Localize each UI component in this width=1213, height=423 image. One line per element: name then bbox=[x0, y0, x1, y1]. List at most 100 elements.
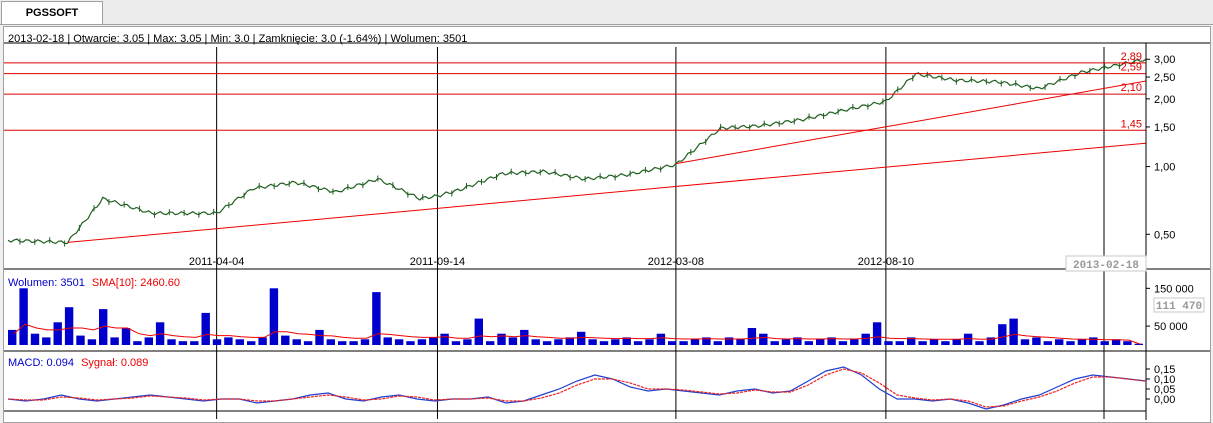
volume-bar bbox=[622, 337, 631, 345]
support-line-label: 2,59 bbox=[1121, 62, 1142, 74]
volume-bar bbox=[508, 337, 518, 345]
volume-bar bbox=[611, 339, 620, 345]
signal-line bbox=[7, 368, 1147, 408]
volume-bar bbox=[8, 329, 17, 345]
volume-bar bbox=[1111, 339, 1121, 345]
volume-bar bbox=[224, 337, 233, 345]
chart-area[interactable]: 2,89 2,59 2,10 1,45 0,50 1,00 1,50 2,00 2,50 3,0… bbox=[3, 26, 1211, 423]
volume-bar bbox=[861, 333, 870, 345]
price-y-tick-label: 2,00 bbox=[1154, 94, 1175, 106]
volume-bar bbox=[144, 337, 153, 345]
price-y-tick-label: 0,50 bbox=[1154, 229, 1175, 241]
volume-bar bbox=[30, 333, 40, 345]
price-y-tick-label: 2,50 bbox=[1154, 72, 1175, 84]
volume-bar bbox=[713, 341, 722, 345]
volume-bar bbox=[565, 337, 574, 345]
volume-bar bbox=[19, 288, 28, 345]
x-tick-label: 2012-08-10 bbox=[858, 256, 914, 268]
volume-bar bbox=[315, 329, 324, 345]
volume-bar bbox=[599, 341, 609, 345]
volume-bar bbox=[349, 341, 358, 345]
sma-line bbox=[13, 323, 1141, 345]
volume-bar bbox=[1055, 339, 1064, 345]
volume-bar bbox=[212, 339, 222, 345]
volume-bar bbox=[429, 337, 438, 345]
volume-bar bbox=[87, 339, 97, 345]
volume-bar bbox=[918, 341, 927, 345]
volume-bar bbox=[394, 339, 404, 345]
volume-bar bbox=[235, 339, 244, 345]
volume-bar bbox=[201, 312, 210, 345]
price-y-tick-label: 3,00 bbox=[1154, 54, 1175, 66]
volume-bar bbox=[770, 341, 779, 345]
volume-bar bbox=[793, 337, 802, 345]
macd-line bbox=[7, 366, 1147, 410]
info-volume: Wolumen: 3501 bbox=[390, 33, 467, 45]
volume-bar bbox=[64, 307, 74, 345]
x-tick-label: 2012-03-08 bbox=[648, 256, 704, 268]
volume-bar bbox=[1043, 341, 1052, 345]
volume-bar bbox=[1009, 318, 1018, 345]
volume-bar bbox=[702, 337, 711, 345]
volume-bar bbox=[326, 339, 335, 345]
volume-bar bbox=[929, 339, 939, 345]
volume-bar bbox=[554, 339, 563, 345]
volume-bar bbox=[360, 339, 370, 345]
info-min: Min: 3.0 bbox=[210, 33, 249, 45]
volume-bar bbox=[497, 333, 506, 345]
volume-y-tick-label: 50 000 bbox=[1154, 321, 1188, 333]
volume-bar bbox=[190, 341, 199, 345]
volume-bar bbox=[724, 337, 734, 345]
volume-bar bbox=[736, 339, 745, 345]
volume-bar bbox=[952, 339, 961, 345]
volume-bar bbox=[872, 322, 882, 345]
volume-y-tick-label: 150 000 bbox=[1154, 283, 1194, 295]
volume-bar bbox=[998, 324, 1007, 345]
volume-bar bbox=[303, 341, 313, 345]
sma-label: SMA[10]: 2460.60 bbox=[92, 277, 180, 289]
volume-bar bbox=[804, 341, 813, 345]
volume-bar bbox=[269, 288, 279, 345]
macd-y-tick-label: 0,00 bbox=[1154, 394, 1175, 406]
volume-bar bbox=[133, 341, 142, 345]
volume-bar bbox=[781, 339, 791, 345]
tab-bar: PGSSOFT bbox=[0, 0, 1213, 25]
volume-bar bbox=[463, 339, 472, 345]
volume-bar bbox=[338, 341, 347, 345]
volume-bar bbox=[42, 337, 51, 345]
volume-bar bbox=[975, 341, 984, 345]
info-date: 2013-02-18 bbox=[8, 33, 64, 45]
trend-line bbox=[67, 142, 1147, 243]
macd-y-tick-label: 0,05 bbox=[1154, 384, 1175, 396]
volume-bar bbox=[486, 341, 495, 345]
x-tick-label: 2011-04-04 bbox=[189, 256, 244, 268]
volume-bar bbox=[258, 337, 267, 345]
volume-bar bbox=[884, 341, 893, 345]
volume-bar bbox=[759, 333, 768, 345]
volume-bar bbox=[668, 341, 677, 345]
volume-label: Wolumen: 3501 bbox=[8, 277, 85, 289]
volume-bar bbox=[167, 339, 176, 345]
volume-bar bbox=[440, 333, 449, 345]
macd-y-tick-label: 0,15 bbox=[1154, 364, 1175, 376]
support-line-label: 1,45 bbox=[1121, 118, 1142, 130]
chart-svg[interactable]: 2,892,59 2,10 1,45 0,50 1,00 1,50 2,00 2,50 3,0… bbox=[4, 27, 1210, 422]
volume-bar bbox=[121, 328, 131, 345]
volume-bar bbox=[907, 337, 916, 345]
volume-bar bbox=[520, 329, 529, 345]
volume-bar bbox=[383, 337, 392, 345]
volume-bar bbox=[110, 337, 119, 345]
volume-bar bbox=[1123, 341, 1132, 345]
volume-bar bbox=[372, 292, 381, 345]
volume-bar bbox=[1089, 337, 1098, 345]
volume-bar bbox=[656, 333, 666, 345]
tab-pgssoft[interactable]: PGSSOFT bbox=[1, 1, 103, 24]
volume-bar bbox=[816, 339, 825, 345]
volume-bar bbox=[838, 341, 848, 345]
support-line-label: 2,10 bbox=[1121, 82, 1142, 94]
volume-bar bbox=[406, 341, 415, 345]
info-open: Otwarcie: 3.05 bbox=[73, 33, 144, 45]
volume-bar bbox=[281, 335, 290, 345]
support-line-label: 2,89 bbox=[1121, 51, 1142, 63]
volume-bar bbox=[451, 341, 461, 345]
